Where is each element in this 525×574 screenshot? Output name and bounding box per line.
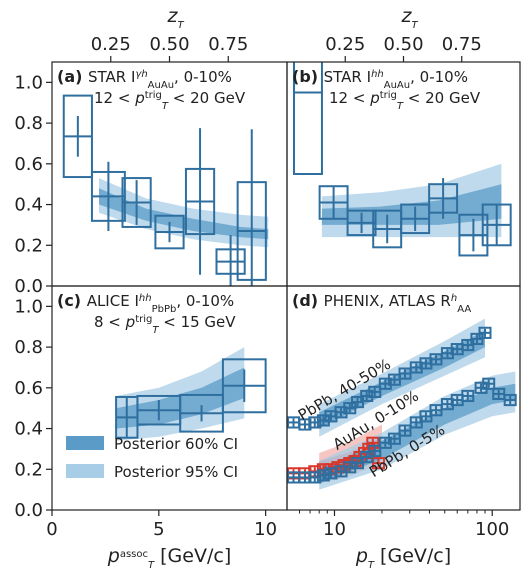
plot-area-b — [292, 62, 512, 257]
y-tick-label: 0.0 — [14, 500, 43, 521]
bottom-axis-title: pT [GeV/c] — [355, 545, 451, 571]
panel-a-trigger-range: 12 < ptrigT < 20 GeV — [94, 89, 246, 112]
plot-area-d — [287, 318, 517, 490]
bottom-tick-label: 10 — [323, 519, 346, 540]
panel-c: 0.0 0.2 0.4 0.6 0.8 1.0 0 5 10 passocT [GeV/c] (c)… — [14, 285, 288, 571]
panel-b-trigger-range: 12 < ptrigT < 20 GeV — [329, 89, 481, 112]
y-tick-label: 1.0 — [14, 72, 43, 93]
top-tick-label: 0.25 — [91, 34, 131, 55]
top-axis-title: zT — [166, 5, 184, 31]
panel-b-label: (b) STAR IhhAuAu, 0-10% — [292, 67, 468, 91]
bottom-tick-label: 5 — [153, 519, 164, 540]
plot-area-a — [62, 94, 269, 286]
legend-label-1: Posterior 95% CI — [114, 463, 238, 481]
y-tick-label: 0.4 — [14, 195, 43, 216]
panel-c-label: (c) ALICE IhhPbPb, 0-10% — [57, 291, 234, 315]
y-tick-label: 0.8 — [14, 113, 43, 134]
bottom-tick-label: 10 — [254, 519, 277, 540]
panel-a-band60 — [99, 188, 269, 240]
y-tick-label: 0.0 — [14, 276, 43, 297]
y-tick-label: 0.6 — [14, 154, 43, 175]
legend-swatch-0 — [66, 436, 104, 450]
panel-d-frame — [286, 285, 521, 511]
legend-label-0: Posterior 60% CI — [114, 435, 238, 453]
y-tick-label: 0.2 — [14, 459, 43, 480]
panel-b: 0.25 0.50 0.75 zT (b) STAR IhhAuAu, 0-10%12 … — [286, 5, 521, 287]
top-tick-label: 0.50 — [149, 34, 189, 55]
panel-d-label: (d) PHENIX, ATLAS RhAA — [292, 291, 471, 315]
y-tick-label: 0.2 — [14, 235, 43, 256]
panel-a-label: (a) STAR IγhAuAu, 0-10% — [57, 67, 232, 91]
y-tick-label: 0.6 — [14, 378, 43, 399]
y-tick-label: 0.8 — [14, 337, 43, 358]
plot-area-c — [115, 347, 267, 441]
top-tick-label: 0.75 — [208, 34, 248, 55]
legend-swatch-1 — [66, 464, 104, 478]
panel-c-trigger-range: 8 < ptrigT < 15 GeV — [94, 313, 236, 336]
y-tick-label: 0.4 — [14, 419, 43, 440]
bottom-tick-label: 100 — [475, 519, 509, 540]
legend: Posterior 60% CI Posterior 95% CI — [66, 435, 238, 481]
bottom-tick-label: 0 — [46, 519, 57, 540]
y-tick-label: 1.0 — [14, 296, 43, 317]
bottom-axis-title: passocT [GeV/c] — [107, 545, 231, 571]
panel-a: 0.0 0.2 0.4 0.6 0.8 1.0 0.25 0.50 0.75 zT (a) STAR… — [14, 5, 288, 297]
top-tick-label: 0.25 — [325, 34, 365, 55]
top-tick-label: 0.75 — [442, 34, 482, 55]
top-tick-label: 0.50 — [383, 34, 423, 55]
top-axis-title: zT — [400, 5, 418, 31]
